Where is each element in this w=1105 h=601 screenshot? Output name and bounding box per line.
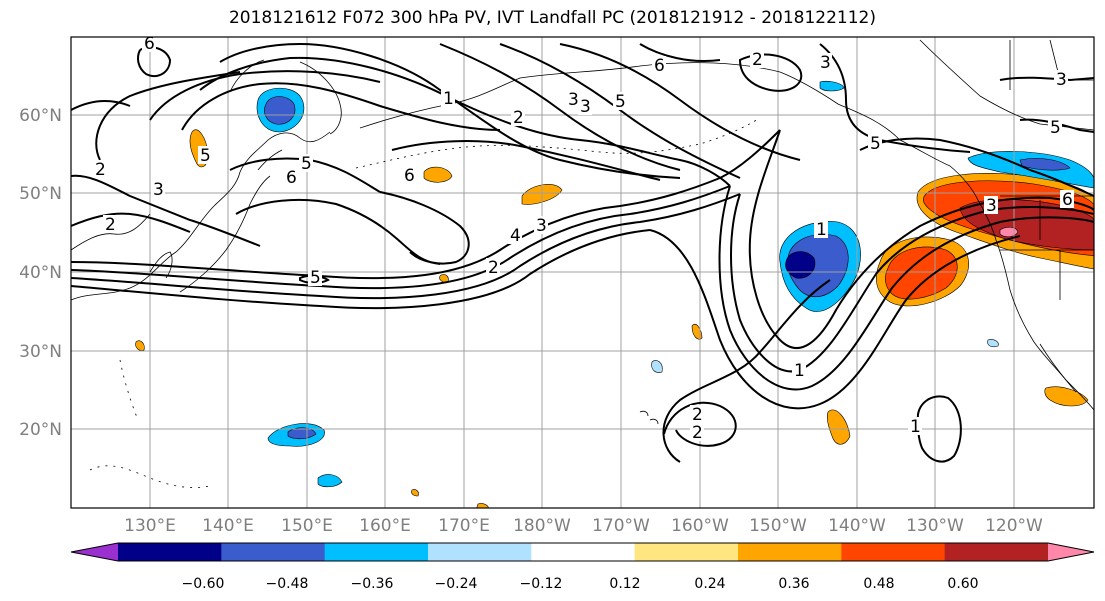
- contour-label: 3: [820, 53, 831, 73]
- contour-label: 2: [692, 423, 703, 443]
- graticule: [71, 37, 1094, 508]
- lat-label: 20°N: [19, 420, 62, 440]
- colorbar-extend-min: [71, 543, 118, 561]
- contour-label: 5: [1050, 118, 1061, 138]
- lat-label: 30°N: [19, 342, 62, 362]
- contour-label: 2: [752, 50, 763, 70]
- contour-label: 1: [816, 220, 827, 240]
- colorbar-tick-label: 0.60: [947, 576, 978, 592]
- colorbar-segment: [944, 543, 1049, 561]
- contour-label: 3: [986, 196, 997, 216]
- lon-label: 170°W: [592, 516, 650, 536]
- lon-label: 160°W: [671, 516, 729, 536]
- colorbar-segment: [324, 543, 429, 561]
- contour-label: 6: [654, 56, 665, 76]
- colorbar-tick-label: −0.24: [435, 576, 478, 592]
- colorbar-segment: [531, 543, 636, 561]
- contour-label: 6: [144, 34, 155, 54]
- shaded-anomalies: [135, 80, 1094, 508]
- lon-label: 120°W: [985, 516, 1043, 536]
- map-title: 2018121612 F072 300 hPa PV, IVT Landfall…: [228, 8, 876, 28]
- contour-label: 3: [580, 97, 591, 117]
- lon-label: 160°E: [359, 516, 411, 536]
- colorbar-segment: [428, 543, 532, 561]
- contour-label: 1: [443, 89, 454, 109]
- colorbar-segment: [118, 543, 222, 561]
- colorbar-tick-label: −0.48: [266, 576, 309, 592]
- lon-label: 150°W: [749, 516, 807, 536]
- contour-label: 1: [794, 361, 805, 381]
- lat-label: 40°N: [19, 263, 62, 283]
- colorbar-segment: [634, 543, 739, 561]
- lon-label: 170°E: [438, 516, 490, 536]
- contour-label: 5: [615, 92, 626, 112]
- contour-label: 5: [200, 146, 211, 166]
- pv-contours: [71, 42, 1094, 463]
- longitude-labels: 130°E 140°E 150°E 160°E 170°E 180°W 170°…: [124, 516, 1043, 536]
- contour-label: 2: [95, 160, 106, 180]
- lon-label: 140°W: [828, 516, 886, 536]
- contour-label: 6: [404, 166, 415, 186]
- latitude-labels: 60°N 50°N 40°N 30°N 20°N: [19, 106, 62, 440]
- colorbar-segment: [841, 543, 946, 561]
- colorbar-segment: [221, 543, 326, 561]
- colorbar: [70, 542, 1095, 562]
- colorbar-tick-label: −0.12: [520, 576, 563, 592]
- lon-label: 140°E: [202, 516, 254, 536]
- lat-label: 50°N: [19, 184, 62, 204]
- colorbar-tick-label: 0.12: [609, 576, 640, 592]
- colorbar-outline: [70, 542, 1095, 562]
- colorbar-tick-label: 0.24: [694, 576, 725, 592]
- lon-label: 180°W: [513, 516, 571, 536]
- colorbar-segment: [738, 543, 842, 561]
- lat-label: 60°N: [19, 106, 62, 126]
- contour-label: 2: [513, 108, 524, 128]
- contour-label: 6: [1062, 190, 1073, 210]
- contour-label: 3: [1056, 70, 1067, 90]
- contour-label: 3: [536, 216, 547, 236]
- contour-label: 2: [692, 405, 703, 425]
- colorbar-tick-label: 0.36: [778, 576, 809, 592]
- contour-labels: 1 2 3 5 6 2 3 6 5 3 2 6 5 2 3 4 2 3 1: [93, 34, 1074, 443]
- colorbar-extend-max: [1048, 543, 1094, 561]
- contour-label: 5: [310, 268, 321, 288]
- contour-label: 3: [153, 180, 164, 200]
- contour-label: 1: [910, 417, 921, 437]
- lon-label: 130°E: [124, 516, 176, 536]
- contour-label: 6: [286, 168, 297, 188]
- colorbar-ticks: −0.60 −0.48 −0.36 −0.24 −0.12 0.12 0.24 …: [182, 576, 979, 592]
- contour-label: 2: [105, 215, 116, 235]
- contour-label: 3: [568, 90, 579, 110]
- lon-label: 150°E: [281, 516, 333, 536]
- map-border: [70, 36, 1095, 509]
- colorbar-tick-label: −0.60: [182, 576, 225, 592]
- lon-label: 130°W: [906, 516, 964, 536]
- contour-label: 2: [488, 258, 499, 278]
- colorbar-tick-label: 0.48: [863, 576, 894, 592]
- contour-label: 5: [870, 134, 881, 154]
- coastlines: [71, 39, 1094, 488]
- colorbar-tick-label: −0.36: [351, 576, 394, 592]
- contour-label: 4: [510, 226, 521, 246]
- contour-label: 5: [301, 154, 312, 174]
